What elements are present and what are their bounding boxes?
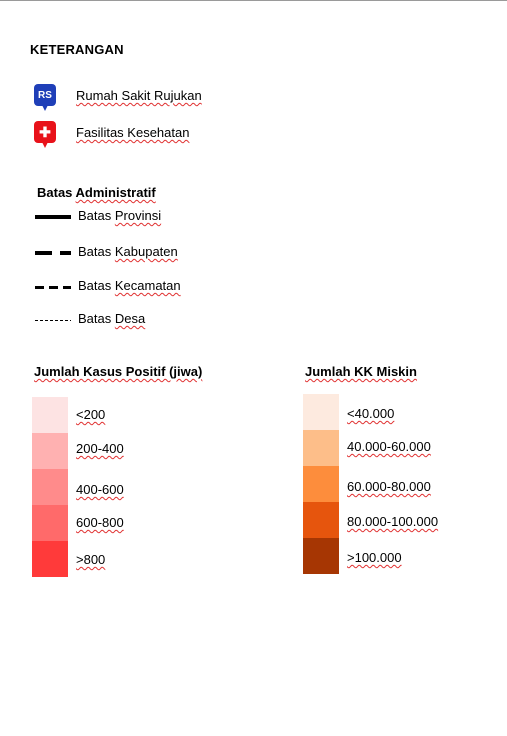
- positive-cases-scale: <200 200-400 400-600 600-800 >800: [32, 397, 172, 577]
- boundary-name-desa: Desa: [114, 311, 146, 326]
- positive-label-4: 600-800: [76, 515, 124, 530]
- poor-swatch-1: [303, 394, 339, 430]
- boundary-section-title: Batas Administratif: [37, 185, 156, 200]
- poor-swatch-3: [303, 466, 339, 502]
- hospital-rs-icon: RS: [34, 84, 56, 111]
- positive-label-2: 200-400: [76, 441, 124, 456]
- positive-swatch-5: [32, 541, 68, 577]
- positive-label-1: <200: [76, 407, 106, 422]
- boundary-kabupaten: Batas Kabupaten: [35, 244, 235, 262]
- poor-label-5: >100.000: [347, 550, 402, 565]
- boundary-desa: Batas Desa: [35, 311, 235, 329]
- positive-label-5: >800: [76, 552, 106, 567]
- line-sample-kabupaten: [35, 251, 71, 255]
- positive-swatch-1: [32, 397, 68, 433]
- boundary-prefix-desa: Batas: [78, 311, 115, 326]
- legend-label-faskes: Fasilitas Kesehatan: [76, 125, 190, 140]
- boundary-title-text: Batas Administratif: [37, 185, 156, 200]
- boundary-provinsi: Batas Provinsi: [35, 208, 235, 226]
- boundary-title-underlined: Administratif: [75, 185, 156, 200]
- line-sample-provinsi: [35, 215, 71, 219]
- poor-swatch-2: [303, 430, 339, 466]
- positive-cases-title: Jumlah Kasus Positif (jiwa): [34, 364, 203, 379]
- legend-title: KETERANGAN: [30, 42, 124, 57]
- poor-label-4: 80.000-100.000: [347, 514, 439, 529]
- positive-label-3: 400-600: [76, 482, 124, 497]
- boundary-name-provinsi: Provinsi: [114, 208, 162, 223]
- legend-label-rs: Rumah Sakit Rujukan: [76, 88, 202, 103]
- poor-swatch-5: [303, 538, 339, 574]
- boundary-prefix-provinsi: Batas: [78, 208, 115, 223]
- poor-households-scale: <40.000 40.000-60.000 60.000-80.000 80.0…: [303, 394, 493, 574]
- marker-text-rs: RS: [38, 89, 52, 101]
- positive-swatch-2: [32, 433, 68, 469]
- boundary-label-desa: Batas Desa: [78, 311, 145, 326]
- poor-households-title: Jumlah KK Miskin: [305, 364, 417, 379]
- marker-text-faskes: ✚: [39, 124, 51, 140]
- poor-label-1: <40.000: [347, 406, 395, 421]
- boundary-kecamatan: Batas Kecamatan: [35, 278, 235, 296]
- boundary-label-provinsi: Batas Provinsi: [78, 208, 161, 223]
- poor-swatch-4: [303, 502, 339, 538]
- positive-swatch-3: [32, 469, 68, 505]
- line-sample-desa: [35, 320, 71, 321]
- positive-swatch-4: [32, 505, 68, 541]
- boundary-name-kabupaten: Kabupaten: [114, 244, 178, 259]
- poor-label-2: 40.000-60.000: [347, 439, 431, 454]
- boundary-label-kabupaten: Batas Kabupaten: [78, 244, 178, 259]
- boundary-prefix-kabupaten: Batas: [78, 244, 115, 259]
- boundary-name-kecamatan: Kecamatan: [114, 278, 181, 293]
- top-border: [0, 0, 507, 1]
- health-facility-icon: ✚: [34, 121, 56, 148]
- poor-label-3: 60.000-80.000: [347, 479, 431, 494]
- line-sample-kecamatan: [35, 286, 71, 289]
- boundary-prefix-kecamatan: Batas: [78, 278, 115, 293]
- boundary-label-kecamatan: Batas Kecamatan: [78, 278, 181, 293]
